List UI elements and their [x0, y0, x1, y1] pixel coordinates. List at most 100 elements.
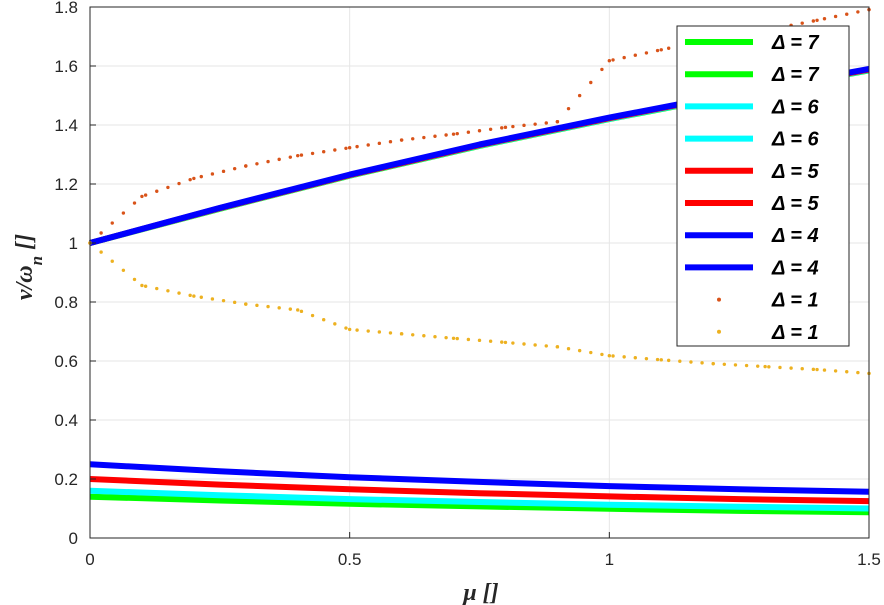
data-point — [388, 139, 393, 144]
data-point — [188, 177, 192, 182]
data-point — [744, 363, 749, 368]
series-line — [89, 487, 870, 512]
y-axis-title-suffix: [] — [12, 234, 38, 256]
data-point — [511, 341, 515, 345]
y-tick-label: 1.4 — [54, 116, 78, 135]
data-point — [555, 120, 560, 124]
data-point — [778, 365, 782, 370]
data-point — [433, 335, 437, 339]
data-point — [455, 336, 459, 341]
data-point — [99, 250, 103, 254]
data-point — [600, 352, 604, 357]
data-point — [856, 370, 860, 375]
data-point — [689, 360, 693, 364]
data-point — [815, 367, 819, 372]
data-point — [522, 342, 526, 346]
y-tick-label: 1.6 — [54, 57, 78, 76]
data-point — [155, 286, 159, 291]
data-point — [611, 58, 615, 62]
data-point — [477, 129, 482, 133]
data-point — [399, 138, 404, 142]
legend-label: Δ = 7 — [771, 32, 819, 54]
data-point — [733, 363, 738, 367]
data-point — [110, 221, 114, 225]
legend-item: Δ = 6 — [685, 96, 819, 118]
data-point — [177, 181, 181, 186]
data-point — [815, 18, 819, 22]
legend-label: Δ = 5 — [771, 193, 819, 215]
data-point — [344, 326, 348, 330]
data-point — [767, 365, 771, 369]
data-point — [466, 130, 471, 134]
data-point — [244, 164, 248, 168]
y-tick-label: 0.2 — [54, 470, 78, 489]
tick-labels: 0 0.5 1 1.5 0 0.2 0.4 0.6 0.8 1 1.2 1.4 1.6 1.8 — [54, 0, 880, 569]
series-line — [89, 493, 870, 516]
data-point — [488, 127, 493, 131]
series-line — [89, 476, 870, 505]
data-point — [611, 354, 615, 358]
data-point — [500, 126, 504, 130]
data-point — [655, 357, 660, 362]
data-point — [192, 176, 196, 181]
data-point — [466, 337, 471, 342]
y-tick-label: 0.8 — [54, 293, 78, 312]
legend-item: Δ = 6 — [685, 129, 819, 151]
data-point — [411, 137, 415, 141]
data-point — [811, 367, 816, 372]
data-point — [121, 268, 126, 273]
data-point — [299, 309, 304, 314]
data-point — [333, 322, 337, 326]
legend-label: Δ = 4 — [771, 225, 819, 247]
data-point — [566, 347, 571, 351]
data-point — [644, 356, 649, 361]
data-point — [377, 330, 382, 334]
data-point — [355, 328, 359, 332]
data-point — [232, 166, 237, 171]
y-axis-title: ν/ωn [] — [12, 234, 46, 300]
data-point — [347, 146, 352, 150]
data-point — [366, 143, 370, 147]
data-point — [296, 153, 300, 158]
data-point — [110, 259, 114, 263]
data-point — [666, 46, 671, 50]
data-point — [589, 80, 593, 85]
data-point — [822, 368, 827, 372]
data-point — [444, 335, 448, 340]
data-point — [192, 294, 196, 298]
data-point — [143, 193, 148, 197]
data-point — [266, 304, 270, 309]
data-point — [503, 125, 508, 130]
legend-item: Δ = 7 — [685, 32, 819, 54]
data-point — [607, 353, 612, 358]
data-point — [856, 10, 860, 14]
series-dots-delta-1 — [88, 241, 871, 376]
data-point — [700, 361, 704, 365]
data-point — [633, 356, 637, 360]
data-point — [711, 361, 715, 366]
data-point — [288, 307, 293, 311]
data-point — [221, 298, 226, 303]
data-point — [347, 327, 352, 332]
data-point — [132, 277, 137, 282]
data-point — [121, 211, 126, 215]
data-point — [143, 284, 148, 288]
y-tick-label: 1.2 — [54, 175, 78, 194]
data-point — [422, 135, 426, 140]
legend-label: Δ = 6 — [771, 129, 819, 151]
y-tick-label: 0.6 — [54, 352, 78, 371]
data-point — [522, 123, 526, 128]
data-point — [221, 169, 226, 174]
data-point — [500, 340, 504, 344]
data-point — [388, 331, 393, 335]
data-point — [132, 201, 137, 205]
data-point — [344, 146, 348, 150]
data-point — [244, 302, 248, 306]
x-tick-label: 0 — [85, 550, 94, 569]
data-point — [477, 338, 482, 343]
data-point — [678, 359, 682, 363]
y-tick-label: 1.8 — [54, 0, 78, 17]
data-point — [310, 151, 315, 156]
data-point — [333, 148, 337, 152]
